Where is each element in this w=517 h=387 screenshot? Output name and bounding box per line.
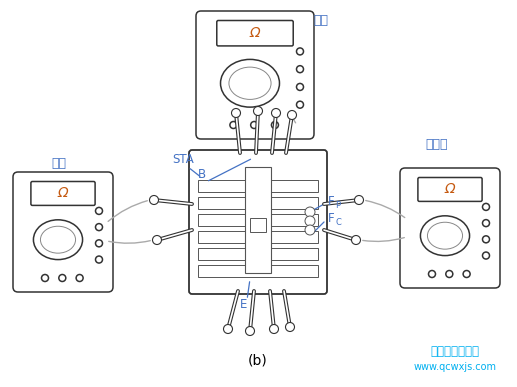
Circle shape	[76, 274, 83, 281]
Circle shape	[223, 325, 233, 334]
Ellipse shape	[420, 216, 469, 255]
Circle shape	[271, 122, 279, 128]
Circle shape	[96, 240, 102, 247]
FancyBboxPatch shape	[400, 168, 500, 288]
Circle shape	[253, 106, 263, 115]
Text: B: B	[198, 168, 206, 181]
Circle shape	[305, 225, 315, 235]
Text: Ω: Ω	[58, 187, 68, 200]
Ellipse shape	[229, 67, 271, 99]
Text: (b): (b)	[248, 354, 268, 368]
Circle shape	[429, 271, 435, 277]
Text: Ω: Ω	[250, 26, 261, 40]
Bar	[198, 265, 318, 277]
Bar	[198, 197, 318, 209]
Ellipse shape	[34, 220, 83, 260]
Circle shape	[297, 84, 303, 91]
Text: C: C	[335, 218, 341, 227]
Text: 不导通: 不导通	[425, 138, 448, 151]
Text: P: P	[335, 201, 340, 210]
FancyBboxPatch shape	[13, 172, 113, 292]
Ellipse shape	[428, 222, 463, 249]
Circle shape	[355, 195, 363, 204]
Circle shape	[269, 325, 279, 334]
Bar	[245, 167, 271, 273]
Circle shape	[482, 252, 490, 259]
FancyBboxPatch shape	[196, 11, 314, 139]
Bar	[250, 218, 266, 232]
Bar	[198, 231, 318, 243]
Circle shape	[297, 66, 303, 73]
Circle shape	[446, 271, 453, 277]
Circle shape	[482, 204, 490, 211]
FancyBboxPatch shape	[418, 178, 482, 201]
Text: F: F	[328, 195, 334, 208]
Text: Ω: Ω	[445, 182, 455, 197]
FancyBboxPatch shape	[217, 21, 293, 46]
Text: F: F	[328, 212, 334, 225]
Circle shape	[297, 48, 303, 55]
Circle shape	[232, 108, 240, 118]
Circle shape	[96, 207, 102, 214]
Text: 导通: 导通	[51, 157, 66, 170]
Circle shape	[153, 236, 161, 245]
Bar	[198, 214, 318, 226]
Circle shape	[352, 236, 360, 245]
Text: 汽车维修技术网: 汽车维修技术网	[431, 345, 479, 358]
Circle shape	[246, 327, 254, 336]
Bar	[198, 248, 318, 260]
Text: E: E	[240, 298, 247, 311]
Circle shape	[271, 108, 281, 118]
Circle shape	[482, 219, 490, 227]
Text: 导通: 导通	[313, 14, 328, 27]
Text: STA: STA	[172, 153, 194, 166]
Circle shape	[230, 122, 237, 128]
Circle shape	[96, 224, 102, 231]
FancyBboxPatch shape	[31, 182, 95, 205]
Circle shape	[96, 256, 102, 263]
Circle shape	[482, 236, 490, 243]
Text: www.qcwxjs.com: www.qcwxjs.com	[414, 362, 496, 372]
Circle shape	[305, 216, 315, 226]
Circle shape	[297, 101, 303, 108]
FancyBboxPatch shape	[189, 150, 327, 294]
Circle shape	[285, 322, 295, 332]
Circle shape	[41, 274, 49, 281]
Circle shape	[251, 122, 257, 128]
Ellipse shape	[40, 226, 75, 253]
Circle shape	[463, 271, 470, 277]
Ellipse shape	[221, 59, 280, 107]
Circle shape	[305, 207, 315, 217]
Circle shape	[59, 274, 66, 281]
Circle shape	[149, 195, 159, 204]
Circle shape	[287, 111, 297, 120]
Bar	[198, 180, 318, 192]
